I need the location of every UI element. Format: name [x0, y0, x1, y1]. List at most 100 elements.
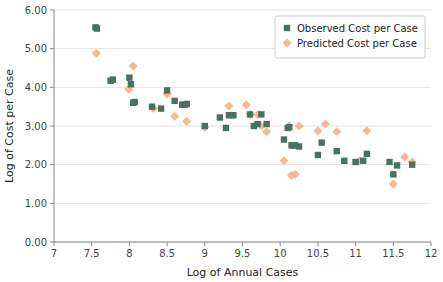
grid-line [54, 203, 431, 204]
point [164, 87, 170, 93]
point [279, 156, 288, 165]
point [158, 105, 164, 111]
point [217, 114, 223, 120]
tick [54, 242, 55, 246]
chart: 0.001.002.003.004.005.006.0077.588.599.5… [0, 0, 443, 282]
legend-label: Predicted Cost per Case [297, 38, 417, 49]
point [184, 101, 190, 107]
tick [393, 242, 394, 246]
tick [280, 242, 281, 246]
point [313, 126, 322, 135]
tick-label: 12 [425, 248, 438, 259]
tick [204, 242, 205, 246]
tick [317, 242, 318, 246]
tick-label: 6.00 [25, 5, 47, 16]
point [332, 127, 341, 136]
point [230, 112, 236, 118]
point [171, 98, 177, 104]
tick-label: 8 [126, 248, 132, 259]
tick [91, 242, 92, 246]
point [352, 159, 358, 165]
point [400, 152, 409, 161]
point [315, 152, 321, 158]
tick-label: 0.00 [25, 237, 47, 248]
point [242, 100, 251, 109]
point [295, 122, 304, 131]
point [224, 101, 233, 110]
x-axis-label: Log of Annual Cases [187, 266, 299, 279]
point [128, 81, 134, 87]
y-axis: 0.001.002.003.004.005.006.00 [25, 5, 431, 248]
y-axis-label: Log of Cost per Case [3, 69, 16, 183]
point [131, 99, 137, 105]
point [149, 104, 158, 113]
point [409, 161, 415, 167]
point [110, 76, 116, 82]
grid-line [54, 87, 431, 88]
tick [167, 242, 168, 246]
point [318, 139, 324, 145]
x-axis: 77.588.599.51010.51111.512 [51, 242, 438, 259]
point [286, 124, 292, 130]
point [321, 120, 330, 129]
grid-line [54, 126, 431, 127]
point [94, 25, 100, 31]
grid-line [54, 10, 431, 11]
tick [242, 242, 243, 246]
tick-label: 8.5 [159, 248, 175, 259]
tick-label: 10.5 [307, 248, 329, 259]
point [389, 180, 398, 189]
point [170, 112, 179, 121]
point [364, 151, 370, 157]
point [202, 123, 208, 129]
grid-line [54, 242, 431, 243]
point [291, 170, 300, 179]
legend-marker [283, 39, 292, 48]
point [341, 158, 347, 164]
point [285, 122, 294, 131]
point [390, 171, 396, 177]
point [281, 136, 287, 142]
tick [50, 203, 54, 204]
point [262, 127, 271, 136]
tick [129, 242, 130, 246]
tick [50, 87, 54, 88]
point [129, 62, 138, 71]
tick [431, 242, 432, 246]
tick-label: 9 [202, 248, 208, 259]
point [263, 121, 269, 127]
point [258, 111, 264, 117]
point [149, 103, 155, 109]
tick-label: 3.00 [25, 121, 47, 132]
legend: Observed Cost per Case Predicted Cost per… [275, 16, 425, 58]
tick [50, 48, 54, 49]
tick [50, 242, 54, 243]
point [296, 143, 302, 149]
point [386, 159, 392, 165]
point [254, 121, 260, 127]
point [334, 148, 340, 154]
legend-marker [284, 25, 290, 31]
tick-label: 4.00 [25, 82, 47, 93]
legend-label: Observed Cost per Case [297, 23, 418, 34]
tick [50, 10, 54, 11]
point [246, 110, 255, 119]
point [247, 111, 253, 117]
x-axis-line [54, 242, 431, 243]
legend-box [275, 16, 425, 58]
point [92, 49, 101, 58]
tick-label: 9.5 [235, 248, 251, 259]
tick-label: 11 [349, 248, 362, 259]
tick [50, 126, 54, 127]
tick-label: 7 [51, 248, 57, 259]
point [223, 125, 229, 131]
point [200, 123, 209, 132]
tick [50, 164, 54, 165]
tick-label: 1.00 [25, 198, 47, 209]
tick-label: 2.00 [25, 159, 47, 170]
tick-label: 11.5 [382, 248, 404, 259]
point [394, 162, 400, 168]
tick-label: 10 [274, 248, 287, 259]
grid-line [54, 164, 431, 165]
point [360, 158, 366, 164]
